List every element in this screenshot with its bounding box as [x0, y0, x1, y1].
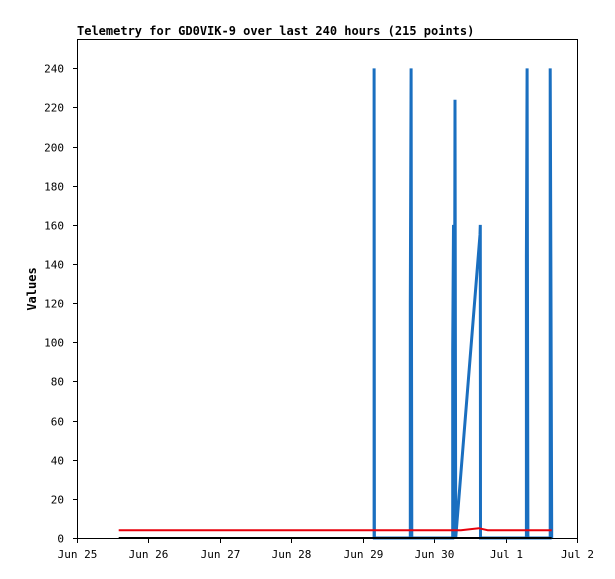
y-tick-label: 140: [44, 259, 64, 272]
series-line-2: [118, 527, 552, 532]
y-tick-label: 20: [51, 494, 64, 507]
y-tick-label: 220: [44, 102, 64, 115]
y-axis: 0 20 40 60 80 100 120 140 160 180 200 220 240: [44, 63, 77, 546]
x-axis: Jun 25 Jun 26 Jun 27 Jun 28 Jun 29 Jun 30 Jul …: [58, 538, 594, 561]
y-tick-label: 160: [44, 220, 64, 233]
y-tick-label: 40: [51, 455, 64, 468]
y-tick-label: 180: [44, 181, 64, 194]
y-tick-label: 120: [44, 298, 64, 311]
x-tick-label: Jun 29: [344, 548, 384, 561]
y-tick-label: 80: [51, 376, 64, 389]
x-tick-label: Jun 26: [129, 548, 169, 561]
y-tick-label: 240: [44, 63, 64, 76]
x-tick-label: Jun 28: [272, 548, 312, 561]
x-tick-label: Jun 25: [58, 548, 98, 561]
y-tick-label: 200: [44, 142, 64, 155]
y-tick-label: 100: [44, 337, 64, 350]
y-tick-label: 60: [51, 416, 64, 429]
chart-title: Telemetry for GD0VIK-9 over last 240 hou…: [77, 24, 474, 38]
y-tick-label: 0: [57, 533, 64, 546]
x-tick-label: Jun 30: [415, 548, 455, 561]
x-tick-label: Jul 2: [561, 548, 594, 561]
series-layer: [118, 68, 554, 540]
y-axis-label: Values: [25, 267, 39, 310]
x-tick-label: Jul 1: [490, 548, 523, 561]
x-tick-label: Jun 27: [201, 548, 241, 561]
plot-frame: [77, 39, 578, 539]
